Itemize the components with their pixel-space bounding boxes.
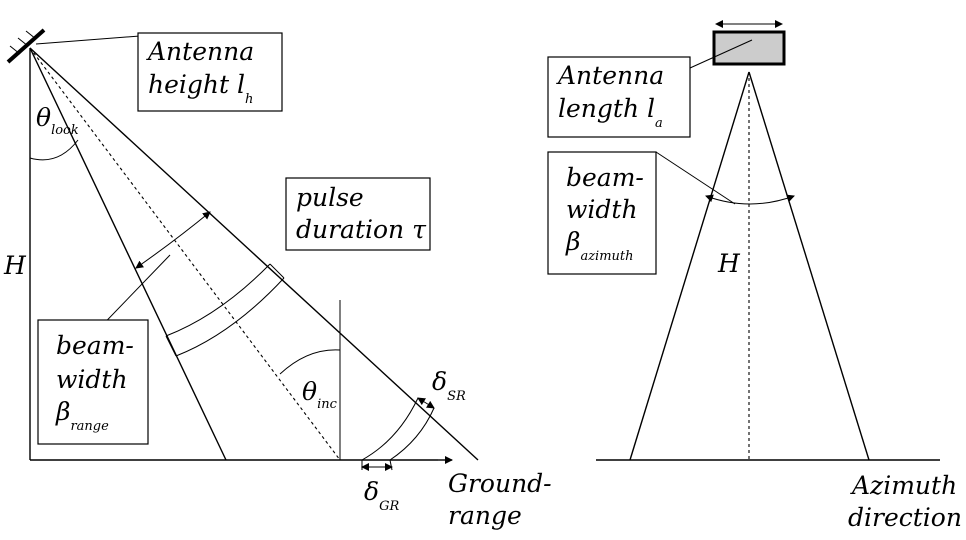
azimuth-beam-right-edge	[748, 71, 870, 461]
beamwidth-range-line3: βrange	[55, 397, 109, 434]
look-angle-label: θlook	[36, 103, 79, 138]
look-angle-arc	[29, 139, 79, 161]
ground-range-resolution-label: δGR	[364, 477, 399, 514]
beamwidth-range-arc	[135, 211, 211, 269]
pulse-band	[165, 263, 285, 357]
antenna-height-line2: height lh	[148, 70, 253, 107]
range-view: Antenna height lh θlook H pulse duration…	[3, 28, 552, 530]
beamwidth-azimuth-leader	[655, 151, 736, 205]
beamwidth-azimuth-line1: beam-	[566, 163, 644, 192]
beam-far-edge	[29, 47, 479, 461]
antenna-height-leader	[35, 35, 141, 45]
azimuth-beam-left-edge	[629, 71, 750, 461]
pulse-duration-line1: pulse	[296, 183, 364, 212]
ground-range-axis-line1: Ground-	[448, 469, 552, 498]
beamwidth-range-line2: width	[56, 365, 128, 394]
beam-center-line	[29, 47, 341, 461]
pulse-duration-line2: duration τ	[296, 215, 427, 244]
slant-range-resolution-label: δSR	[432, 367, 466, 404]
beamwidth-azimuth-box	[547, 151, 657, 275]
azimuth-axis-line1: Azimuth	[850, 471, 957, 500]
ground-range-axis-line2: range	[448, 501, 522, 530]
antenna-length-box	[547, 56, 691, 138]
azimuth-axis-line2: direction	[848, 503, 962, 532]
beamwidth-azimuth-line2: width	[566, 195, 638, 224]
beam-near-edge	[29, 47, 227, 461]
azimuth-view: Antenna length la beam- width βazimuth H…	[547, 20, 962, 532]
beamwidth-range-box	[37, 319, 149, 445]
antenna-height-line1: Antenna	[146, 37, 254, 66]
antenna-length-leader	[689, 39, 753, 69]
azimuth-height-label: H	[717, 249, 741, 278]
antenna-length-line1: Antenna	[556, 61, 664, 90]
antenna-rectangle	[712, 30, 786, 66]
pulse-duration-box	[285, 177, 431, 251]
platform-height-label: H	[3, 251, 27, 280]
beamwidth-azimuth-arc	[705, 194, 795, 205]
antenna-height-box	[137, 32, 283, 112]
beamwidth-azimuth-line3: βazimuth	[565, 227, 634, 264]
antenna-icon	[6, 28, 46, 64]
beamwidth-range-line1: beam-	[56, 331, 134, 360]
incidence-angle-label: θinc	[302, 377, 338, 412]
incidence-angle-arc	[279, 349, 341, 375]
antenna-length-line2: length la	[558, 94, 663, 131]
